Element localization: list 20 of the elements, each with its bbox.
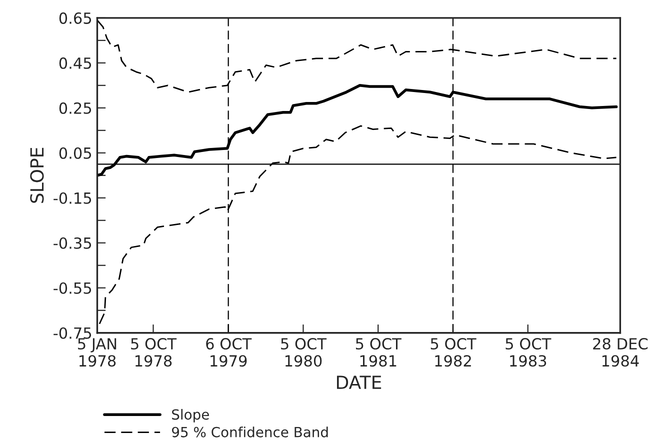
y-tick-label: -0.15 bbox=[54, 192, 92, 204]
y-tick-label: 0.65 bbox=[59, 12, 92, 24]
x-tick-label: 28 DEC 1984 bbox=[593, 338, 648, 367]
legend-label: 95 % Confidence Band bbox=[172, 426, 328, 438]
x-tick-label: 5 OCT 1982 bbox=[430, 338, 476, 367]
x-tick-label: 5 OCT 1983 bbox=[506, 338, 552, 367]
y-tick-label: 0.45 bbox=[59, 57, 92, 69]
y-tick-label: -0.55 bbox=[54, 282, 92, 294]
x-axis-title: DATE bbox=[337, 376, 382, 389]
y-axis-title: SLOPE bbox=[30, 148, 44, 203]
x-tick-label: 5 OCT 1978 bbox=[131, 338, 177, 367]
y-tick-label: 0.05 bbox=[59, 147, 92, 159]
x-tick-label: 5 OCT 1981 bbox=[356, 338, 402, 367]
x-tick-label: 5 OCT 1980 bbox=[281, 338, 327, 367]
y-tick-label: -0.35 bbox=[54, 237, 92, 249]
x-tick-label: 6 OCT 1979 bbox=[206, 338, 252, 367]
y-tick-label: 0.25 bbox=[59, 102, 92, 114]
y-tick-label: -0.75 bbox=[54, 327, 92, 339]
legend-label: Slope bbox=[172, 408, 209, 422]
x-tick-label: 5 JAN 1978 bbox=[78, 338, 116, 367]
